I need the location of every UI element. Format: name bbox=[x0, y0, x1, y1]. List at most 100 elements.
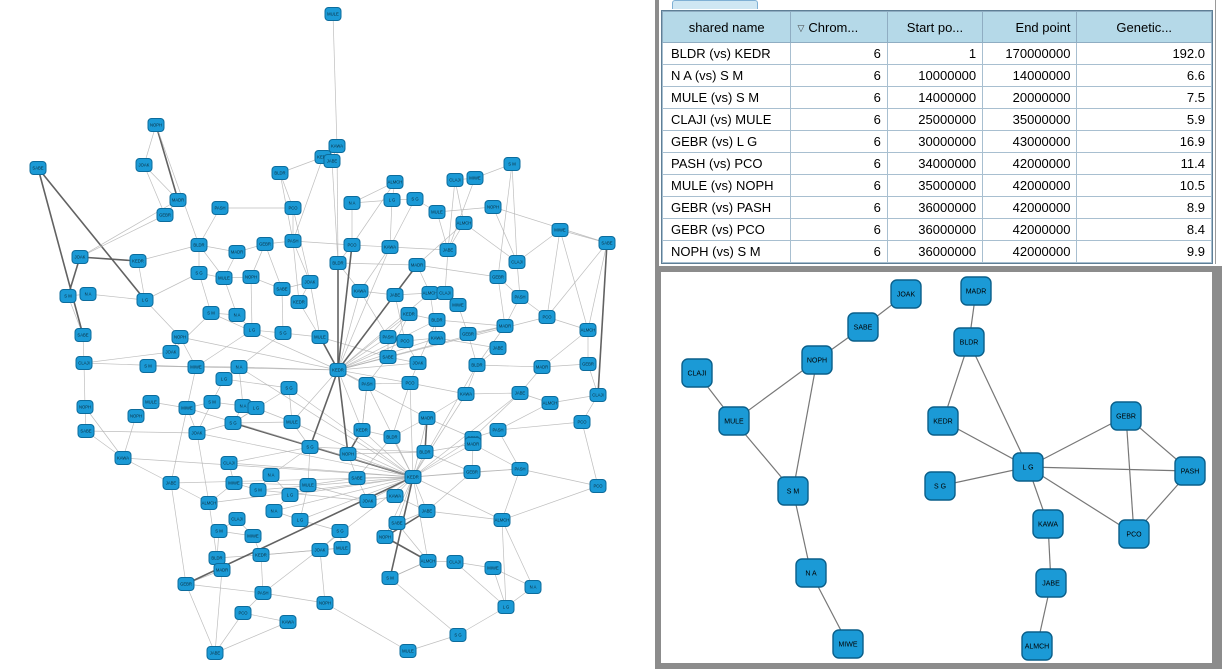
network-node[interactable]: SABE bbox=[388, 516, 406, 530]
network-node[interactable]: KAWA bbox=[386, 489, 404, 503]
network-node[interactable]: PCO bbox=[538, 310, 556, 324]
network-node-almch[interactable]: ALMCH bbox=[1021, 631, 1053, 661]
network-node-kawa[interactable]: KAWA bbox=[1032, 509, 1064, 539]
network-node[interactable]: KAWA bbox=[114, 451, 132, 465]
network-node[interactable]: ALMCH bbox=[419, 554, 437, 568]
table-row[interactable]: GEBR (vs) PASH 6 36000000 42000000 8.9 bbox=[661, 196, 1212, 219]
detail-canvas-background[interactable] bbox=[661, 272, 1212, 663]
network-node[interactable]: NOPH bbox=[316, 596, 334, 610]
network-node[interactable]: JABE bbox=[489, 341, 507, 355]
network-edge[interactable] bbox=[1027, 466, 1135, 535]
network-node[interactable]: CLAJI bbox=[220, 456, 238, 470]
network-node[interactable]: MIWE bbox=[225, 476, 243, 490]
network-node[interactable]: PCO bbox=[573, 415, 591, 429]
network-node[interactable]: SABE bbox=[29, 161, 47, 175]
network-node[interactable]: S G bbox=[449, 628, 467, 642]
network-node[interactable]: MIWE bbox=[484, 561, 502, 575]
network-node[interactable]: KAWA bbox=[428, 331, 446, 345]
network-edge[interactable] bbox=[1027, 466, 1191, 472]
network-node[interactable]: JABE bbox=[386, 288, 404, 302]
network-node-kedr[interactable]: KEDR bbox=[927, 406, 959, 436]
network-node-mule[interactable]: MULE bbox=[718, 406, 750, 436]
network-node[interactable]: JOAK bbox=[188, 426, 206, 440]
network-node[interactable]: L G bbox=[383, 193, 401, 207]
network-node[interactable]: ALMCH bbox=[455, 216, 473, 230]
network-node-jabe[interactable]: JABE bbox=[1035, 568, 1067, 598]
network-node[interactable]: N A bbox=[228, 308, 246, 322]
network-node[interactable]: PASH bbox=[379, 330, 397, 344]
network-node[interactable]: MULE bbox=[142, 395, 160, 409]
network-node[interactable]: PASH bbox=[284, 234, 302, 248]
network-node[interactable]: PASH bbox=[511, 290, 529, 304]
network-node[interactable]: S G bbox=[406, 192, 424, 206]
network-node[interactable]: MULE bbox=[283, 415, 301, 429]
network-node[interactable]: SABE bbox=[348, 471, 366, 485]
network-node-n-a[interactable]: N A bbox=[795, 558, 827, 588]
network-node[interactable]: L G bbox=[243, 323, 261, 337]
network-node[interactable]: KEDR bbox=[290, 295, 308, 309]
network-node[interactable]: PCO bbox=[396, 334, 414, 348]
network-node[interactable]: N A bbox=[262, 468, 280, 482]
network-node[interactable]: SABE bbox=[379, 350, 397, 364]
network-node[interactable]: JABE bbox=[323, 154, 341, 168]
table-row[interactable]: PASH (vs) PCO 6 34000000 42000000 11.4 bbox=[661, 152, 1212, 175]
table-row[interactable]: MULE (vs) NOPH 6 35000000 42000000 10.5 bbox=[661, 174, 1212, 197]
network-node[interactable]: PCO bbox=[401, 376, 419, 390]
network-node[interactable]: GEBR bbox=[459, 327, 477, 341]
network-node[interactable]: CLAJI bbox=[75, 356, 93, 370]
network-node[interactable]: BLDR bbox=[329, 256, 347, 270]
table-row[interactable]: BLDR (vs) KEDR 6 1 170000000 192.0 bbox=[661, 42, 1212, 65]
network-node[interactable]: N A bbox=[79, 287, 97, 301]
network-node[interactable]: S M bbox=[202, 306, 220, 320]
network-node[interactable]: ALMCH bbox=[386, 175, 404, 189]
network-node[interactable]: GEBR bbox=[489, 270, 507, 284]
network-node[interactable]: MIWE bbox=[187, 360, 205, 374]
network-node[interactable]: ALMCH bbox=[579, 323, 597, 337]
network-edge[interactable] bbox=[1125, 415, 1135, 535]
network-node[interactable]: CLAJI bbox=[508, 255, 526, 269]
network-node[interactable]: S G bbox=[190, 266, 208, 280]
network-node[interactable]: SABE bbox=[74, 328, 92, 342]
network-node[interactable]: MIWE bbox=[244, 529, 262, 543]
network-node[interactable]: NOPH bbox=[242, 270, 260, 284]
network-node[interactable]: S M bbox=[381, 571, 399, 585]
table-row[interactable]: NOPH (vs) S M 6 36000000 42000000 9.9 bbox=[661, 240, 1212, 263]
network-node[interactable]: NOPH bbox=[171, 330, 189, 344]
network-node[interactable]: NOPH bbox=[127, 409, 145, 423]
network-node[interactable]: S M bbox=[59, 289, 77, 303]
network-node[interactable]: N A bbox=[343, 196, 361, 210]
network-node[interactable]: KAWA bbox=[328, 139, 346, 153]
network-node-s-m[interactable]: S M bbox=[777, 476, 809, 506]
network-node[interactable]: L G bbox=[136, 293, 154, 307]
network-node[interactable]: MULE bbox=[299, 478, 317, 492]
network-node[interactable]: PASH bbox=[211, 201, 229, 215]
network-node[interactable]: GEBR bbox=[463, 465, 481, 479]
network-node[interactable]: CLAJI bbox=[446, 555, 464, 569]
table-tab[interactable] bbox=[672, 0, 758, 9]
network-node[interactable]: S G bbox=[301, 440, 319, 454]
network-node[interactable]: KEDR bbox=[129, 254, 147, 268]
network-node[interactable]: BLDR bbox=[208, 551, 226, 565]
network-node-bldr[interactable]: BLDR bbox=[953, 327, 985, 357]
network-node[interactable]: ALMCH bbox=[541, 396, 559, 410]
network-node[interactable]: SABE bbox=[598, 236, 616, 250]
network-node[interactable]: JABE bbox=[418, 504, 436, 518]
network-node[interactable]: MIWE bbox=[178, 401, 196, 415]
column-header-start_point[interactable]: Start po... bbox=[886, 11, 984, 43]
network-node[interactable]: SABE bbox=[77, 424, 95, 438]
network-node[interactable]: JOAK bbox=[301, 275, 319, 289]
network-node[interactable]: PCO bbox=[343, 238, 361, 252]
network-node[interactable]: KEDR bbox=[400, 307, 418, 321]
network-node[interactable]: PASH bbox=[358, 377, 376, 391]
network-edge[interactable] bbox=[1027, 415, 1127, 468]
network-node-sabe[interactable]: SABE bbox=[847, 312, 879, 342]
network-node[interactable]: S G bbox=[280, 381, 298, 395]
network-node[interactable]: MULE bbox=[333, 541, 351, 555]
network-node[interactable]: NOPH bbox=[484, 200, 502, 214]
network-node[interactable]: NOPH bbox=[147, 118, 165, 132]
network-node[interactable]: ALMCH bbox=[200, 496, 218, 510]
network-node[interactable]: BLDR bbox=[416, 445, 434, 459]
network-node[interactable]: S M bbox=[203, 395, 221, 409]
network-node-miwe[interactable]: MIWE bbox=[832, 629, 864, 659]
